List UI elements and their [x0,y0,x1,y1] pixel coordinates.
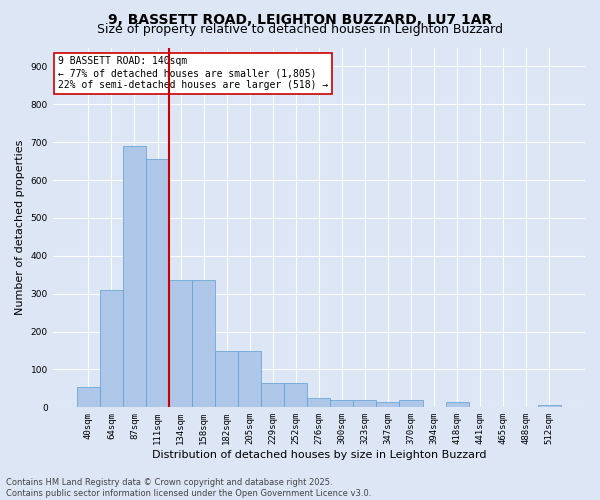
Bar [331,400,353,407]
Bar [238,350,261,408]
Bar [538,406,561,407]
Bar [146,159,169,408]
Bar [123,146,146,407]
Bar [261,382,284,407]
Bar [376,402,400,407]
X-axis label: Distribution of detached houses by size in Leighton Buzzard: Distribution of detached houses by size … [152,450,486,460]
Text: Contains HM Land Registry data © Crown copyright and database right 2025.
Contai: Contains HM Land Registry data © Crown c… [6,478,371,498]
Bar [77,386,100,407]
Bar [284,382,307,407]
Bar [446,402,469,407]
Bar [400,400,422,407]
Y-axis label: Number of detached properties: Number of detached properties [15,140,25,315]
Bar [307,398,331,407]
Bar [169,280,192,407]
Bar [353,400,376,407]
Text: 9, BASSETT ROAD, LEIGHTON BUZZARD, LU7 1AR: 9, BASSETT ROAD, LEIGHTON BUZZARD, LU7 1… [108,12,492,26]
Bar [215,350,238,408]
Text: Size of property relative to detached houses in Leighton Buzzard: Size of property relative to detached ho… [97,22,503,36]
Bar [192,280,215,407]
Bar [100,290,123,408]
Text: 9 BASSETT ROAD: 140sqm
← 77% of detached houses are smaller (1,805)
22% of semi-: 9 BASSETT ROAD: 140sqm ← 77% of detached… [58,56,328,90]
